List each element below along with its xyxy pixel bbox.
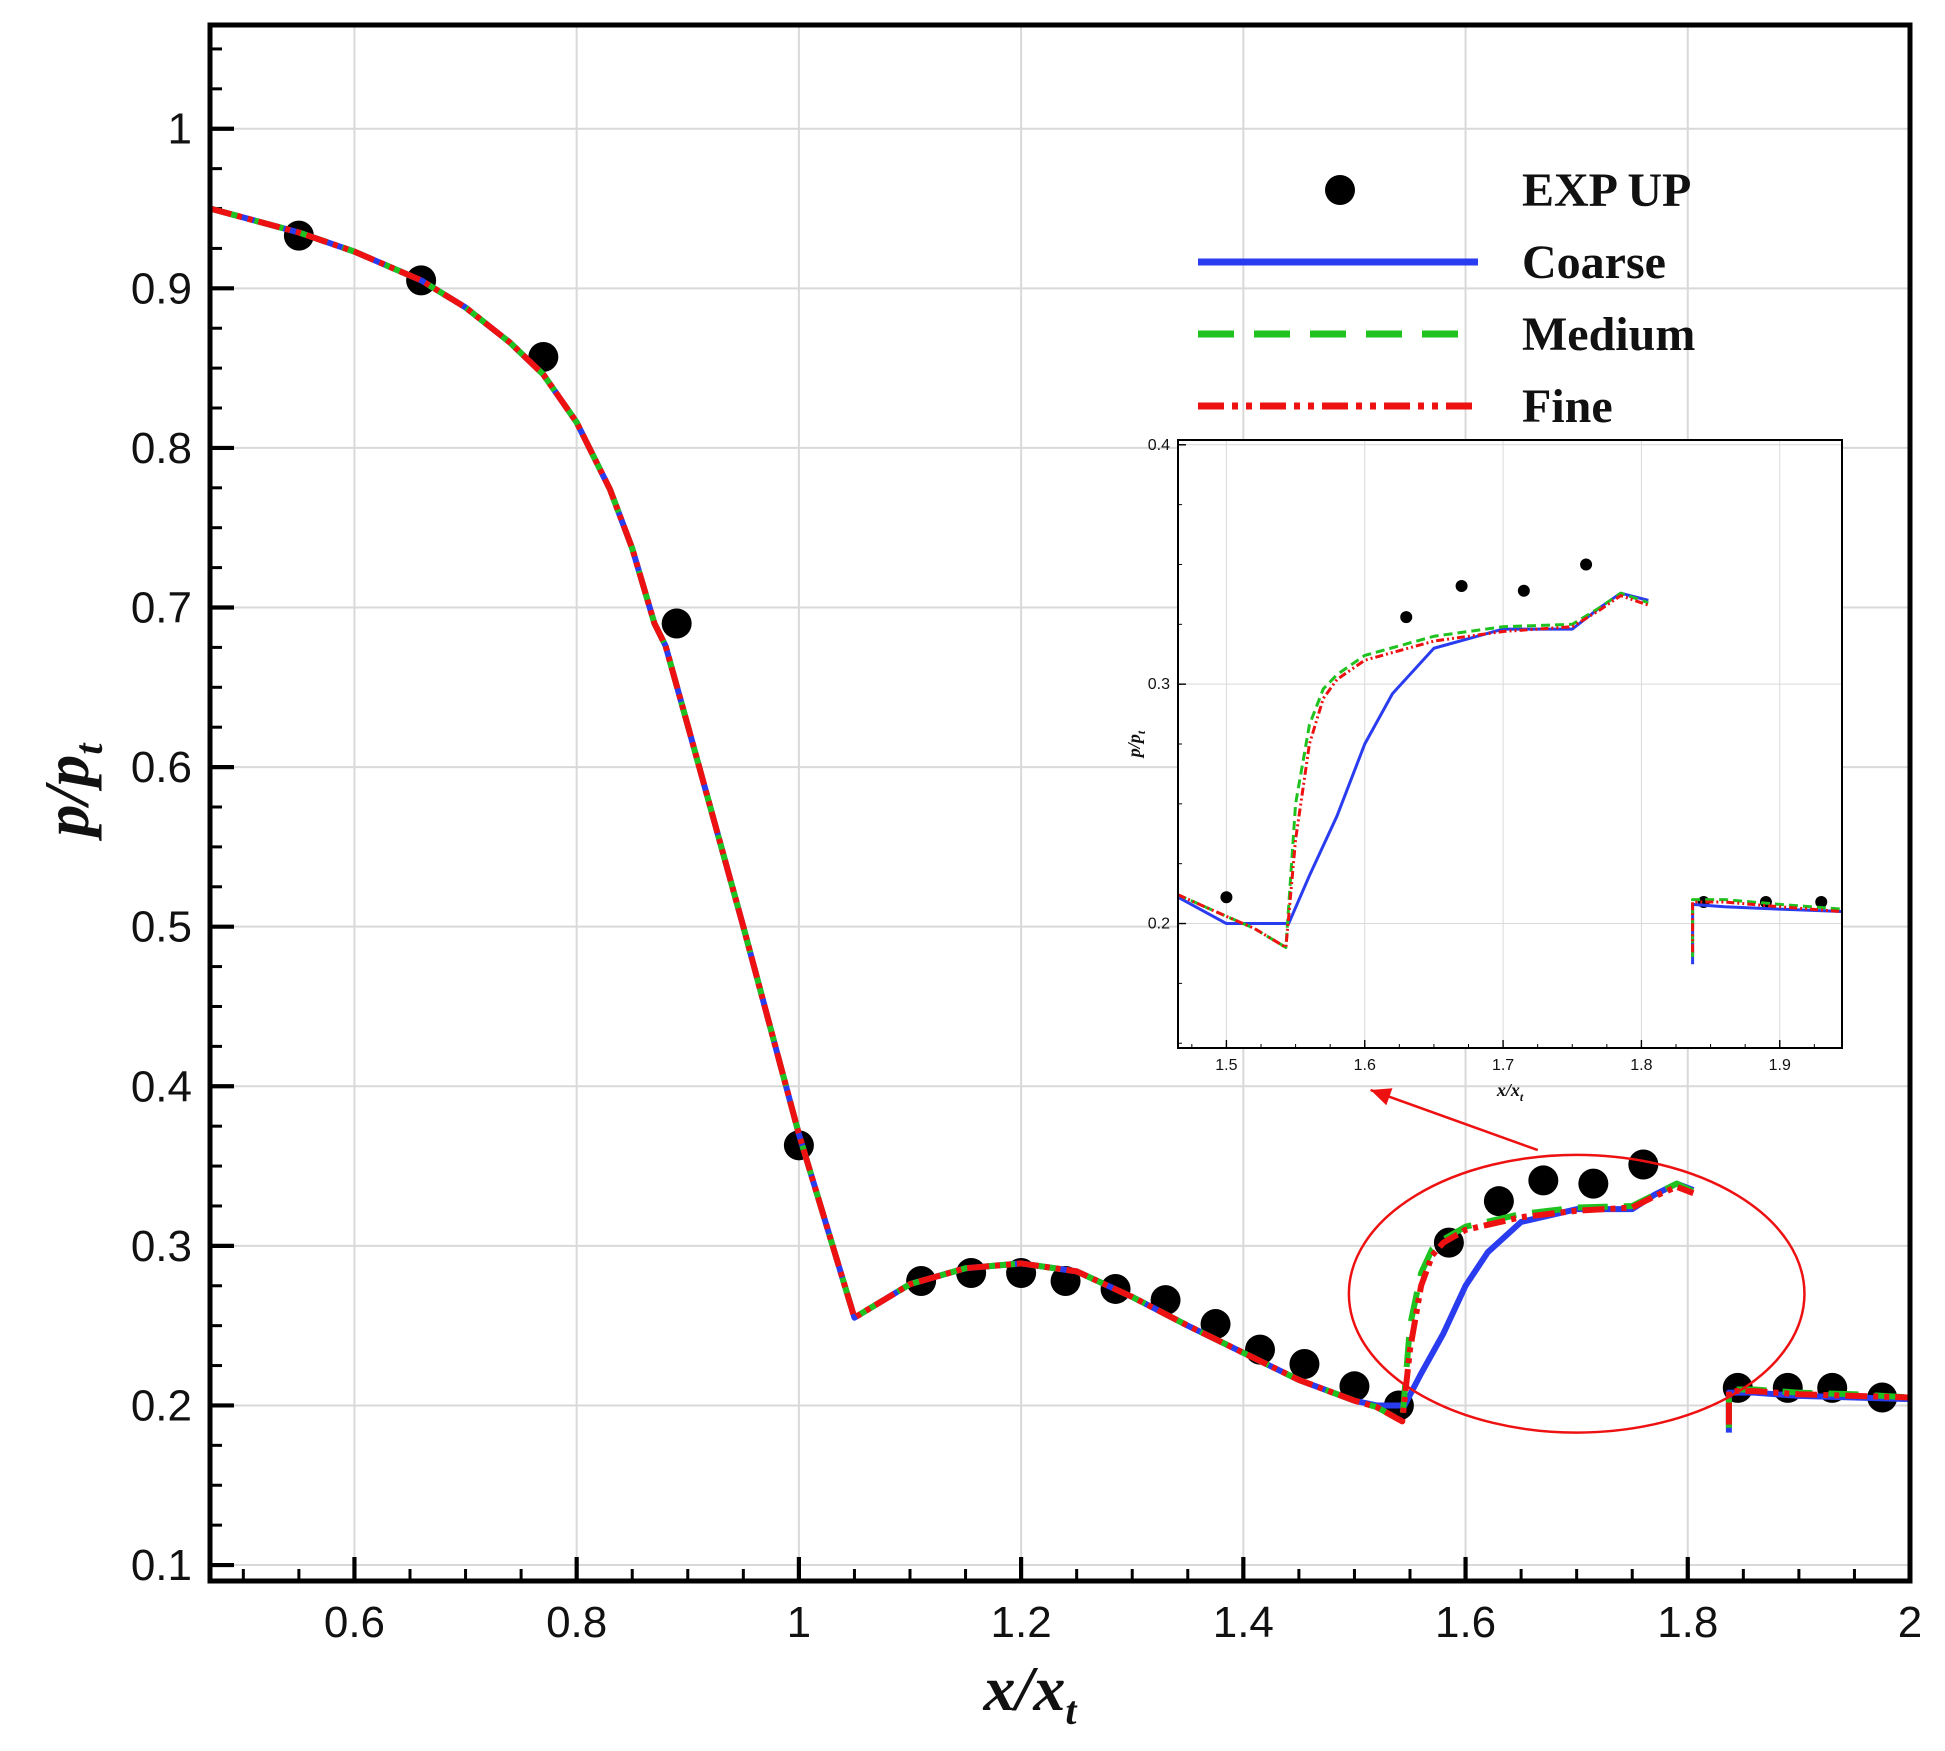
exp-point	[1628, 1149, 1659, 1180]
inset-x-tick-label: 1.8	[1630, 1057, 1652, 1074]
exp-point	[1483, 1186, 1514, 1217]
inset-exp-point	[1455, 580, 1468, 593]
fine-line	[209, 205, 1695, 1425]
y-tick-label: 0.8	[131, 424, 192, 473]
x-axis-title-subscript: t	[1065, 1688, 1078, 1733]
inset-frame	[1177, 439, 1843, 1049]
inset-fine-line	[1177, 594, 1649, 949]
inset-y-axis-title-subscript: t	[1134, 730, 1148, 734]
x-tick-label: 1	[787, 1598, 811, 1647]
x-tick-label: 1.6	[1435, 1598, 1496, 1647]
legend: EXP UP Coarse Medium Fine	[1198, 164, 1695, 433]
inset-x-tick-label: 1.9	[1769, 1057, 1791, 1074]
x-axis-title-main: x/x	[983, 1653, 1066, 1724]
y-axis-title: p/pt	[31, 742, 111, 842]
legend-label-fine: Fine	[1522, 380, 1613, 433]
annotations	[1347, 1088, 1806, 1434]
inset-x-axis-title: x/xt	[1496, 1080, 1524, 1104]
fine-line	[1725, 1388, 1911, 1425]
inset-exp-point	[1400, 611, 1413, 624]
legend-label-coarse: Coarse	[1522, 236, 1666, 289]
inset-exp-point	[1517, 584, 1530, 597]
x-tick-label: 0.6	[324, 1598, 385, 1647]
main-plot-frame	[207, 22, 1913, 1584]
exp-point	[1528, 1165, 1559, 1196]
exp-point	[1339, 1371, 1370, 1402]
inset-background	[1178, 440, 1842, 1048]
inset-y-tick-label: 0.2	[1148, 916, 1170, 933]
inset-exp-point	[1220, 891, 1233, 904]
x-tick-label: 1.8	[1657, 1598, 1718, 1647]
inset-exp-point	[1815, 895, 1828, 908]
exp-point	[661, 608, 692, 639]
exp-point	[956, 1257, 987, 1288]
legend-label-medium: Medium	[1522, 308, 1695, 361]
main-series	[209, 205, 1911, 1433]
y-tick-label: 0.5	[131, 903, 192, 952]
inset-medium-line	[1691, 898, 1843, 958]
inset-x-tick-label: 1.6	[1354, 1057, 1376, 1074]
y-tick-label: 0.3	[131, 1222, 192, 1271]
inset-exp-point	[1580, 558, 1593, 571]
inset-x-axis-title-main: x/x	[1496, 1080, 1520, 1100]
zoom-arrow-head	[1370, 1088, 1393, 1106]
x-tick-label: 1.2	[991, 1598, 1052, 1647]
inset-y-tick-label: 0.3	[1148, 676, 1170, 693]
main-tick-labels: 0.6 0.8 1 1.2 1.4 1.6 1.8 2 0.1 0.2 0.3 0.4 0.5 0.6 0.…	[131, 105, 1922, 1647]
y-tick-label: 0.7	[131, 584, 192, 633]
legend-exp-marker	[1325, 175, 1355, 205]
inset-y-tick-label: 0.4	[1148, 437, 1170, 454]
y-tick-label: 1	[168, 105, 192, 154]
inset-chart: 1.5 1.6 1.7 1.8 1.90.20.30.4 x/xt p/pt	[1124, 437, 1843, 1104]
y-tick-label: 0.1	[131, 1541, 192, 1590]
y-tick-label: 0.9	[131, 264, 192, 313]
inset-tick-labels: 1.5 1.6 1.7 1.8 1.9 0.2 0.3 0.4	[1148, 437, 1791, 1074]
y-tick-label: 0.2	[131, 1381, 192, 1430]
x-tick-label: 1.4	[1213, 1598, 1274, 1647]
inset-series	[1177, 558, 1843, 965]
inset-x-axis-title-subscript: t	[1520, 1090, 1524, 1104]
inset-ticks	[1178, 444, 1815, 1048]
inset-x-tick-label: 1.7	[1492, 1057, 1514, 1074]
exp-point	[1200, 1309, 1231, 1340]
legend-label-exp: EXP UP	[1522, 164, 1691, 217]
inset-y-axis-title-main: p/p	[1124, 734, 1144, 759]
y-axis-title-main: p/p	[31, 755, 102, 842]
exp-point	[1578, 1168, 1609, 1199]
inset-x-tick-label: 1.5	[1215, 1057, 1237, 1074]
x-tick-label: 0.8	[546, 1598, 607, 1647]
zoom-arrow-shaft	[1370, 1088, 1539, 1152]
inset-y-axis-title: p/pt	[1124, 730, 1148, 759]
x-axis-title: x/xt	[983, 1653, 1079, 1733]
exp-point	[1289, 1348, 1320, 1379]
inset-fine-line	[1691, 900, 1843, 953]
zoom-ellipse	[1347, 1153, 1806, 1434]
y-tick-label: 0.4	[131, 1062, 192, 1111]
y-axis-title-subscript: t	[66, 742, 111, 755]
x-tick-label: 2	[1898, 1598, 1922, 1647]
y-tick-label: 0.6	[131, 743, 192, 792]
